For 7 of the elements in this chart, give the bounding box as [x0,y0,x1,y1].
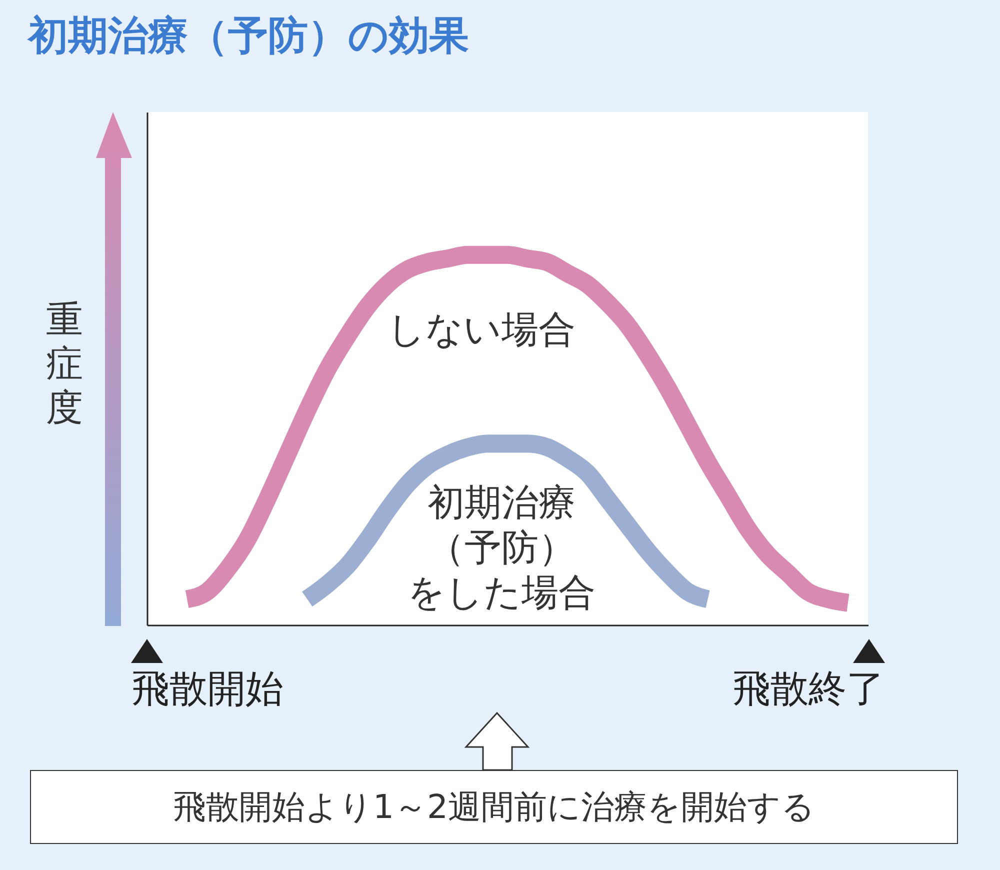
series-label: 初期治療（予防）をした場合 [406,480,596,615]
text: 飛散開始より1～2週間前に治療を開始する [30,770,958,844]
series-label: しない場合 [386,306,576,352]
chart-title: 初期治療（予防）の効果 [28,12,469,61]
x-tick-label: 飛散開始 [132,666,284,710]
x-tick-label: 飛散終了 [732,666,884,710]
y-axis-title: 重症度 [46,298,84,430]
